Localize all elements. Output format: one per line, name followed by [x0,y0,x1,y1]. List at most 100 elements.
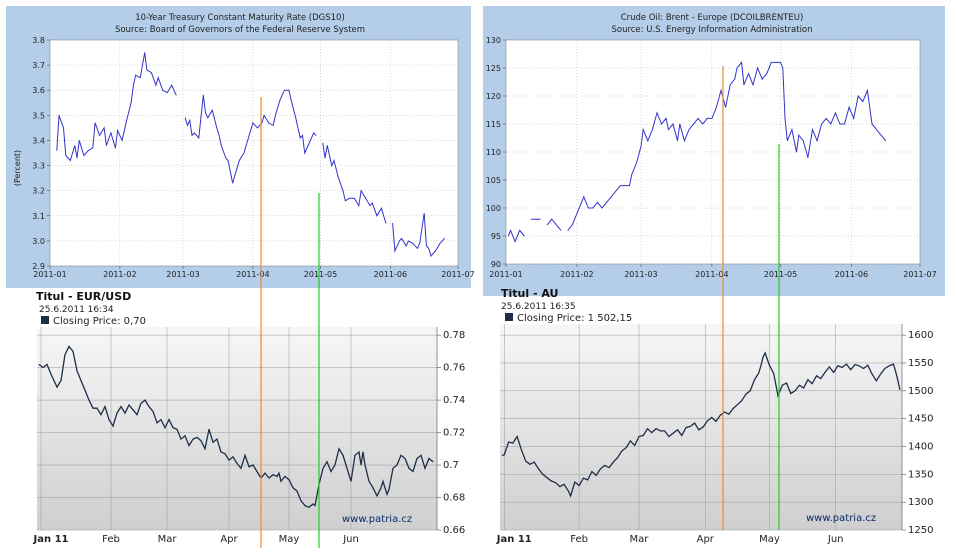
data-point [225,157,227,159]
data-point [412,471,414,472]
data-point [681,435,683,436]
data-point [576,213,578,215]
data-point [280,480,282,482]
data-point [869,106,871,108]
data-point [42,367,44,368]
data-point [503,454,505,456]
data-point [211,109,213,111]
data-point [404,458,406,459]
data-point [640,146,642,147]
data-point [538,468,539,470]
data-point [668,129,669,131]
data-point [88,399,90,401]
brent-chart: Crude Oil: Brent - Europe (DCOILBRENTEU)… [483,6,945,296]
data-point [728,413,730,415]
data-point [208,428,210,430]
data-point [647,428,648,430]
data-point [330,471,332,472]
data-point [204,448,206,450]
data-point [198,137,200,139]
gold-series-line [501,351,901,498]
data-point [612,461,614,463]
data-point [529,463,531,465]
data-point [893,363,894,365]
data-point [766,73,768,74]
data-point [748,73,749,74]
data-point [315,135,317,136]
data-point [365,197,366,199]
data-point [124,412,126,414]
data-point [794,390,796,392]
y-tick-label: 1450 [908,414,933,425]
data-point [78,140,80,141]
data-point [720,90,722,91]
data-point [706,118,708,119]
data-point [677,140,678,142]
data-point [256,471,258,472]
data-point [583,196,585,198]
data-point [56,386,58,388]
data-point [555,482,556,484]
data-point [858,365,860,367]
y-tick-label: 3.1 [32,212,45,221]
data-point [334,464,336,466]
eurusd-x-ticks: Jan 11 Feb Mar Apr May Jun [33,534,359,545]
data-point [146,69,148,71]
data-point [106,145,107,146]
data-point [353,197,355,199]
eurusd-legend: Closing Price: 0,70 [53,316,146,327]
data-point [87,150,89,151]
y-tick-label: 3.5 [32,111,45,120]
eurusd-title: Titul - EUR/USD [36,290,131,303]
data-point [196,437,198,438]
y-tick-label: 0.68 [443,493,465,504]
data-point [610,196,612,198]
data-point [830,123,832,125]
data-point [191,135,193,136]
data-point [702,426,704,428]
data-point [103,127,105,129]
data-point [880,373,881,375]
data-point [46,364,48,365]
y-tick-label: 1400 [908,441,933,452]
data-point [234,175,236,177]
data-point [117,130,118,131]
data-point [358,205,360,207]
data-point [312,503,314,505]
data-point [278,472,280,474]
data-point [559,486,561,487]
data-point [220,145,222,146]
data-point [92,147,94,149]
data-point [762,357,764,358]
data-point [615,190,617,192]
data-point [168,419,170,420]
data-point [326,145,328,146]
data-point [802,140,804,142]
data-point [308,142,310,144]
data-point [56,150,58,151]
data-point [539,218,541,220]
data-point [786,382,787,384]
data-point [157,77,159,79]
y-tick-label: 1300 [908,497,933,508]
data-point [368,480,370,482]
data-point [816,375,817,377]
data-point [867,364,869,366]
x-tick-label: 2011-05 [764,270,797,279]
data-point [313,132,315,134]
data-point [218,135,220,136]
data-point [84,389,86,391]
y-tick-label: 3.6 [32,86,45,95]
data-point [884,368,886,369]
x-tick-label: Feb [570,534,588,545]
gold-gridlines [500,324,906,531]
data-point [777,395,779,397]
data-point [752,84,754,86]
y-tick-label: 110 [486,148,501,157]
data-point [110,132,112,134]
data-point [243,152,245,154]
gold-watermark: www.patria.cz [806,513,876,524]
data-point [736,67,738,69]
data-point [299,137,301,139]
data-point [112,425,114,427]
